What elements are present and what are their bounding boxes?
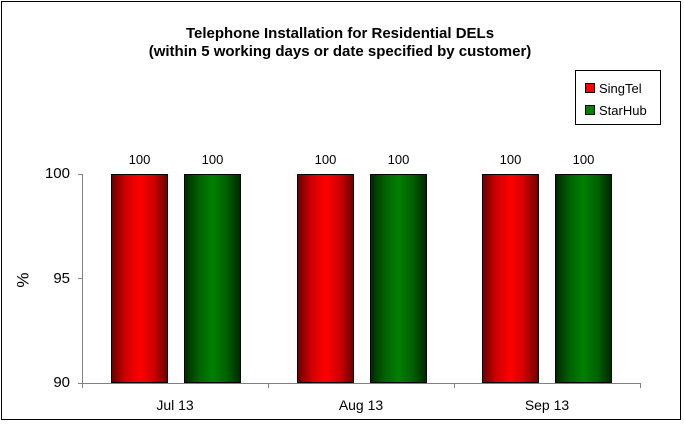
bar-singtel-sep [482,174,539,383]
data-label: 100 [387,152,410,167]
bar-starhub-aug [370,174,427,383]
x-tick-mark [640,383,641,388]
legend-item-singtel: SingTel [585,80,642,96]
y-tick-label: 90 [53,374,70,391]
legend-label: SingTel [599,80,642,96]
data-label: 100 [201,152,224,167]
data-label: 100 [128,152,151,167]
x-category-label: Aug 13 [338,397,384,413]
data-label: 100 [314,152,337,167]
y-tick-mark [78,383,83,384]
x-category-label: Jul 13 [156,397,194,413]
y-tick-label: 95 [53,270,70,287]
y-tick-mark [78,174,83,175]
bar-starhub-sep [555,174,612,383]
y-axis [82,174,83,383]
y-tick-label: 100 [44,165,70,182]
x-tick-mark [268,383,269,388]
bar-starhub-jul [184,174,241,383]
bar-singtel-jul [111,174,168,383]
legend-item-starhub: StarHub [585,102,647,118]
legend-swatch-green-icon [585,105,595,115]
chart-title: Telephone Installation for Residential D… [185,25,495,42]
x-category-label: Sep 13 [524,397,570,413]
chart-subtitle: (within 5 working days or date specified… [148,43,532,60]
legend: SingTel StarHub [575,70,661,125]
legend-swatch-red-icon [585,83,595,93]
legend-label: StarHub [599,102,647,118]
x-axis [82,383,641,384]
x-tick-mark [454,383,455,388]
bar-singtel-aug [297,174,354,383]
x-tick-mark [82,383,83,388]
data-label: 100 [499,152,522,167]
data-label: 100 [572,152,595,167]
y-tick-mark [78,278,83,279]
